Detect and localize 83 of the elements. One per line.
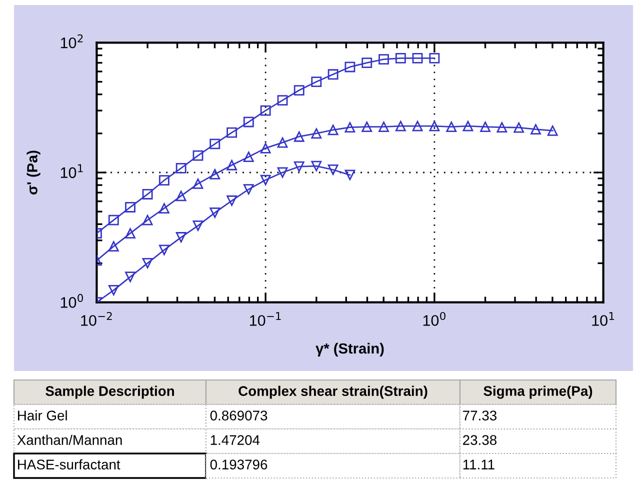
x-tick-label: 10$^{1}$ (592, 312, 614, 326)
point (311, 160, 322, 172)
x-tick-label: 10$^{−2}$ (81, 312, 112, 326)
point (480, 122, 490, 132)
point (142, 214, 153, 226)
text: Sigma prime(Pa) (484, 386, 592, 399)
point (192, 150, 204, 161)
x-tick-label: 10$^{0}$ (423, 312, 446, 326)
point (125, 228, 136, 239)
point (378, 54, 389, 65)
point (226, 160, 238, 170)
point (362, 58, 372, 68)
point (547, 125, 558, 136)
text: 11.11 (463, 460, 494, 470)
point (243, 152, 254, 162)
point (226, 195, 238, 206)
point (210, 208, 220, 218)
text: 1.47204 (210, 435, 260, 445)
point (294, 161, 304, 172)
point (108, 214, 119, 226)
point (412, 52, 423, 64)
point (378, 122, 389, 132)
x-tick-label: 10$^{−1}$ (250, 312, 281, 326)
point (158, 203, 170, 214)
point (496, 122, 508, 132)
text: 23.38 (463, 435, 496, 445)
point (395, 52, 406, 64)
point (311, 128, 322, 139)
point (344, 122, 356, 132)
y-tick-label: 10$^{1}$ (60, 164, 83, 178)
point (328, 69, 338, 80)
point (277, 167, 288, 178)
text: Complex shear strain(Strain) (238, 386, 428, 399)
point (395, 120, 406, 132)
text: 0.193796 (210, 460, 268, 470)
y-tick-label: 10$^{2}$ (60, 34, 83, 48)
point (311, 76, 322, 87)
point (277, 95, 288, 106)
point (192, 220, 204, 231)
point (462, 120, 474, 132)
y-axis-title: σ' (Pa) (26, 150, 40, 194)
point (277, 137, 288, 148)
point (429, 120, 440, 132)
text: Sample Description (46, 386, 174, 399)
x-axis-title: γ* (Strain) (316, 342, 384, 357)
point (108, 241, 119, 252)
point (142, 189, 153, 200)
text: 0.869073 (210, 410, 268, 420)
text: 77.33 (463, 410, 496, 420)
point (328, 124, 338, 136)
point (412, 120, 423, 132)
point (192, 178, 204, 189)
point (294, 85, 304, 96)
point (294, 131, 304, 142)
point (243, 116, 254, 128)
y-tick-label: 10$^{0}$ (60, 294, 83, 308)
point (260, 142, 271, 154)
point (158, 175, 170, 186)
point (243, 184, 254, 195)
point (429, 52, 440, 64)
point (158, 244, 170, 256)
text: Hair Gel (18, 410, 67, 420)
point (176, 190, 186, 202)
text: HASE-surfactant (18, 459, 120, 470)
point (344, 62, 356, 72)
point (142, 258, 153, 268)
point (176, 162, 186, 174)
point (446, 122, 457, 132)
point (260, 174, 271, 186)
point (514, 122, 524, 133)
point (108, 284, 119, 296)
point (260, 105, 271, 116)
point (344, 170, 356, 180)
point (362, 122, 372, 132)
text: Xanthan/Mannan (17, 434, 122, 445)
point (328, 164, 338, 175)
point (210, 169, 220, 180)
point (530, 124, 541, 135)
point (176, 232, 186, 242)
point (125, 202, 136, 212)
point (125, 272, 136, 282)
point (226, 127, 238, 138)
point (210, 138, 220, 150)
